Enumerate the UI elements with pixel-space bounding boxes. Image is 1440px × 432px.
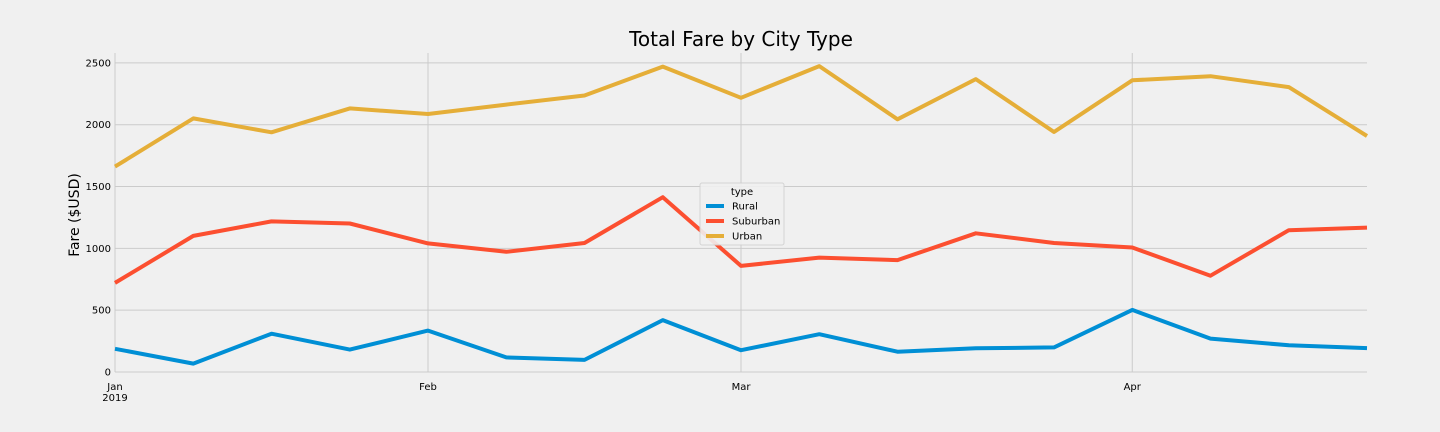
legend-label-suburban: Suburban: [732, 217, 780, 228]
legend-label-rural: Rural: [732, 202, 758, 213]
y-tick-label: 1500: [86, 182, 111, 193]
legend-title: type: [731, 187, 753, 198]
series-lines: [113, 64, 1369, 366]
x-tick-label: Jan: [106, 382, 122, 393]
chart-title: Total Fare by City Type: [628, 27, 853, 51]
x-tick-label: Apr: [1124, 382, 1142, 393]
series-line-suburban: [113, 195, 1368, 285]
legend: type Rural Suburban Urban: [699, 182, 785, 246]
y-tick-label: 2000: [86, 120, 111, 131]
y-tick-label: 2500: [86, 58, 111, 69]
x-tick-label: Mar: [732, 382, 752, 393]
series-line-urban: [113, 64, 1369, 169]
y-axis-label: Fare ($USD): [67, 173, 83, 257]
legend-label-urban: Urban: [732, 232, 762, 243]
x-tick-label: Feb: [419, 382, 437, 393]
x-tick-sublabel: 2019: [102, 393, 127, 404]
series-line-rural: [114, 307, 1368, 366]
y-tick-label: 1000: [86, 244, 111, 255]
grid: [114, 53, 1367, 373]
y-tick-label: 500: [92, 306, 111, 317]
y-tick-label: 0: [105, 368, 111, 379]
legend-box: [699, 182, 785, 246]
